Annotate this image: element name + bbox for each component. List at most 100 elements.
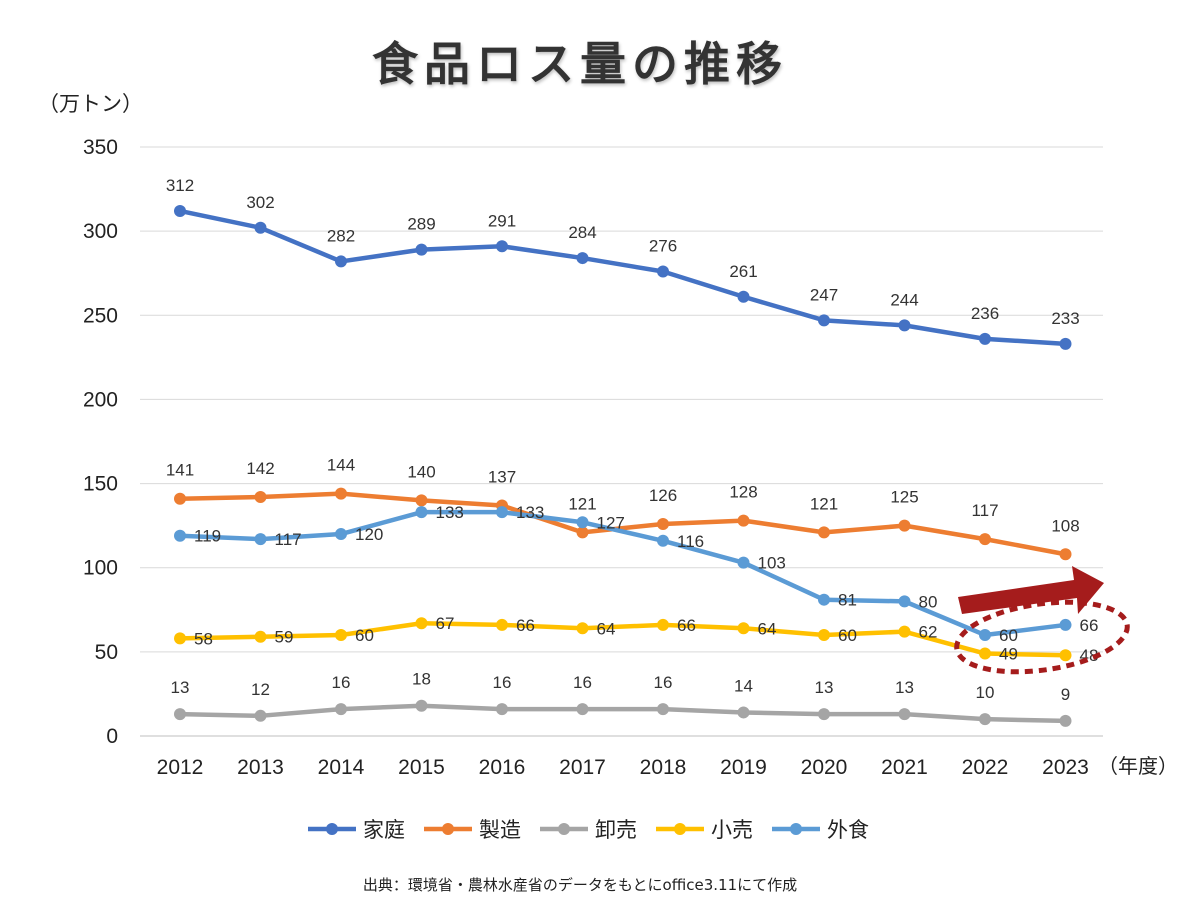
data-point bbox=[979, 332, 991, 345]
legend-label: 家庭 bbox=[363, 818, 405, 842]
legend-label: 製造 bbox=[479, 818, 521, 842]
data-label: 312 bbox=[166, 176, 194, 195]
data-point bbox=[737, 622, 750, 635]
legend-marker bbox=[442, 823, 454, 835]
data-label: 137 bbox=[488, 467, 516, 486]
data-point bbox=[737, 290, 750, 303]
data-label: 66 bbox=[1080, 616, 1099, 635]
data-label: 142 bbox=[246, 459, 274, 478]
data-label: 141 bbox=[166, 461, 194, 480]
data-point bbox=[657, 517, 669, 530]
data-point bbox=[979, 629, 991, 642]
data-point bbox=[818, 593, 830, 606]
data-point bbox=[657, 703, 669, 716]
data-point bbox=[335, 703, 347, 716]
data-point bbox=[335, 629, 347, 642]
x-tick-label: 2023 bbox=[1042, 756, 1089, 779]
data-label: 236 bbox=[971, 304, 999, 323]
data-label: 244 bbox=[890, 290, 918, 309]
chart-title: 食品ロス量の推移 bbox=[372, 37, 788, 91]
data-label: 62 bbox=[919, 623, 938, 642]
data-point bbox=[737, 556, 750, 569]
series-line bbox=[177, 491, 1068, 557]
data-point bbox=[335, 528, 347, 541]
data-label: 133 bbox=[436, 503, 464, 522]
data-point bbox=[576, 516, 589, 529]
data-label: 12 bbox=[251, 680, 270, 699]
data-label: 49 bbox=[999, 645, 1018, 664]
data-point bbox=[898, 625, 911, 638]
x-tick-label: 2021 bbox=[881, 756, 928, 779]
y-tick-label: 250 bbox=[83, 304, 118, 327]
data-label: 18 bbox=[412, 670, 431, 689]
data-label: 9 bbox=[1061, 685, 1070, 704]
data-label: 60 bbox=[355, 626, 374, 645]
y-tick-label: 300 bbox=[83, 220, 118, 243]
data-label: 284 bbox=[568, 223, 596, 242]
data-label: 282 bbox=[327, 226, 355, 245]
series-line bbox=[177, 703, 1068, 724]
data-label: 16 bbox=[332, 673, 351, 692]
legend-marker bbox=[790, 823, 802, 835]
data-point bbox=[657, 618, 669, 631]
series-line bbox=[177, 620, 1068, 658]
data-label: 81 bbox=[838, 591, 857, 610]
data-point bbox=[657, 534, 669, 547]
data-label: 58 bbox=[194, 629, 213, 648]
x-tick-label: 2013 bbox=[237, 756, 284, 779]
legend-label: 卸売 bbox=[595, 818, 637, 842]
data-label: 67 bbox=[436, 614, 455, 633]
data-point bbox=[1059, 337, 1072, 350]
data-label: 133 bbox=[516, 503, 544, 522]
data-point bbox=[576, 526, 589, 539]
x-tick-label: 2015 bbox=[398, 756, 445, 779]
x-tick-label: 2020 bbox=[801, 756, 848, 779]
data-label: 13 bbox=[815, 678, 834, 697]
data-label: 108 bbox=[1051, 516, 1079, 535]
data-label: 117 bbox=[971, 501, 998, 520]
data-point bbox=[335, 255, 347, 268]
data-point bbox=[254, 709, 267, 722]
data-label: 117 bbox=[275, 530, 302, 549]
data-label: 128 bbox=[729, 483, 757, 502]
x-tick-label: 2017 bbox=[559, 756, 606, 779]
data-label: 66 bbox=[677, 616, 696, 635]
legend-label: 外食 bbox=[827, 818, 869, 842]
legend-label: 小売 bbox=[711, 818, 753, 842]
y-tick-label: 50 bbox=[95, 641, 118, 664]
data-point bbox=[174, 708, 186, 721]
data-point bbox=[1059, 714, 1072, 727]
data-label: 125 bbox=[890, 488, 918, 507]
data-point bbox=[576, 622, 589, 635]
y-tick-label: 350 bbox=[83, 136, 118, 159]
data-point bbox=[174, 632, 186, 645]
data-label: 103 bbox=[758, 554, 786, 573]
highlight-dashed-circle bbox=[954, 599, 1130, 675]
data-point bbox=[979, 713, 991, 726]
data-point bbox=[254, 533, 267, 546]
source-note: 出典：環境省・農林水産省のデータをもとにoffice3.11にて作成 bbox=[362, 876, 798, 894]
data-point bbox=[1059, 548, 1072, 561]
y-tick-label: 200 bbox=[83, 388, 118, 411]
data-label: 127 bbox=[597, 513, 625, 532]
data-point bbox=[657, 265, 669, 278]
data-label: 14 bbox=[734, 676, 753, 695]
data-point bbox=[1059, 649, 1072, 662]
data-label: 121 bbox=[568, 494, 596, 513]
data-label: 60 bbox=[999, 626, 1018, 645]
data-label: 233 bbox=[1051, 309, 1079, 328]
data-point bbox=[415, 699, 428, 712]
y-tick-label: 0 bbox=[106, 725, 118, 748]
data-point bbox=[415, 617, 428, 630]
data-point bbox=[979, 647, 991, 660]
data-label: 121 bbox=[810, 494, 838, 513]
data-point bbox=[818, 708, 830, 721]
data-label: 80 bbox=[919, 592, 938, 611]
data-point bbox=[415, 243, 428, 256]
data-point bbox=[254, 221, 267, 234]
trend-arrow bbox=[958, 566, 1104, 614]
data-label: 120 bbox=[355, 525, 383, 544]
data-point bbox=[737, 706, 750, 719]
x-tick-label: 2016 bbox=[479, 756, 526, 779]
